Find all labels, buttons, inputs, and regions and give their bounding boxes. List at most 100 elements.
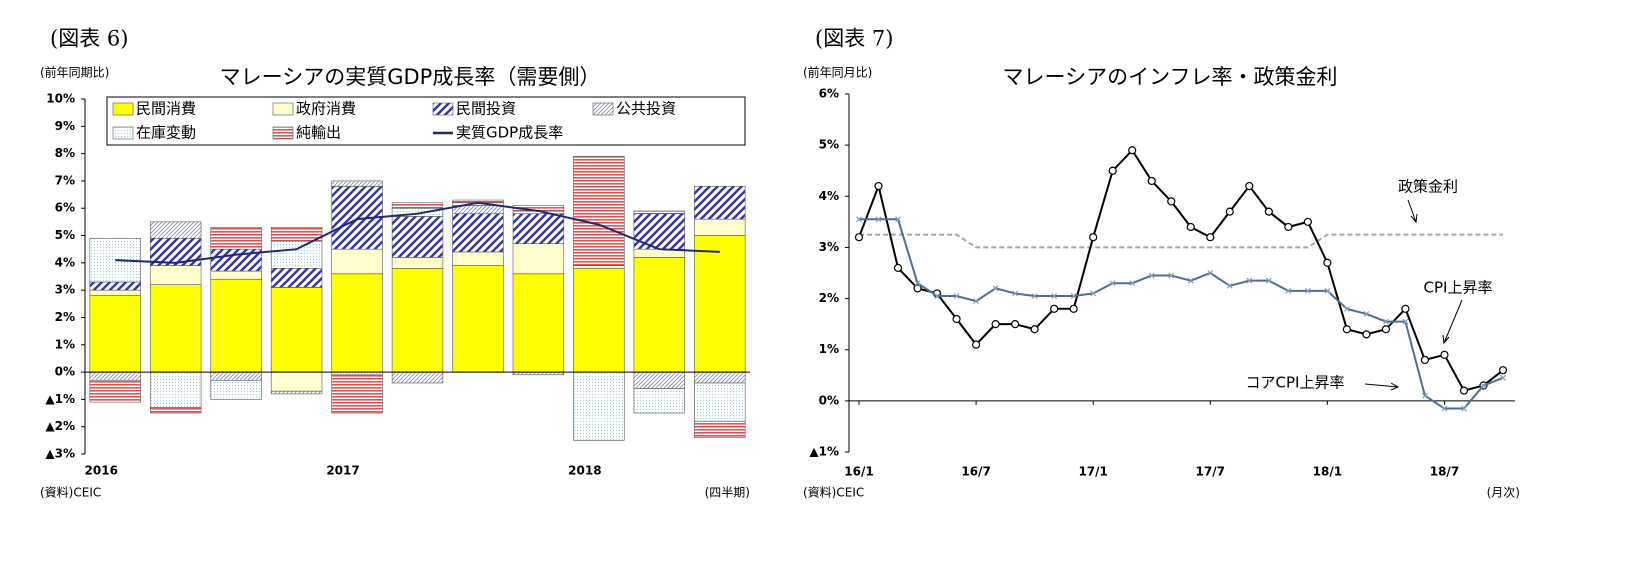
marker <box>1343 305 1350 312</box>
bar-segment <box>270 390 323 395</box>
y-tick-label: 10% <box>46 92 75 106</box>
bar-segment <box>633 213 686 250</box>
legend-label: 民間消費 <box>136 100 196 118</box>
annotation-arrows <box>1364 199 1463 391</box>
bar-segment <box>694 420 746 438</box>
marker <box>953 293 960 299</box>
y-tick-label: 4% <box>55 255 75 269</box>
chart-title: マレーシアのインフレ率・政策金利 <box>1003 65 1338 89</box>
marker <box>1264 207 1273 216</box>
bar-segment <box>149 284 202 373</box>
legend-swatch <box>112 126 134 140</box>
legend-swatch <box>432 102 454 116</box>
x-label: (月次) <box>1487 486 1520 500</box>
bar-segment <box>694 382 746 422</box>
y-tick-label: 1% <box>55 337 75 351</box>
bar-segment <box>270 371 323 392</box>
legend-label: 純輸出 <box>296 124 341 142</box>
marker <box>1304 287 1311 294</box>
legend-label: 実質GDP成長率 <box>456 124 563 142</box>
marker <box>1265 277 1272 284</box>
y-tick-label: ▲3% <box>45 447 75 461</box>
bar-segment <box>391 268 444 373</box>
y-tick-label: 6% <box>55 201 75 215</box>
marker <box>1382 318 1389 325</box>
y-tick-label: ▲1% <box>45 392 75 406</box>
marker <box>1089 233 1098 242</box>
bar-segment <box>512 213 565 245</box>
y-label: (前年同月比) <box>803 65 872 80</box>
x-tick-label: 17/1 <box>1078 465 1107 479</box>
bar-segment <box>210 278 262 373</box>
y-tick-label: 9% <box>55 119 75 133</box>
marker <box>1480 382 1487 389</box>
marker <box>1363 310 1370 317</box>
series-label: CPI上昇率 <box>1424 279 1493 297</box>
line <box>115 201 720 264</box>
bar-segment <box>452 213 504 253</box>
line <box>859 233 1503 249</box>
bar-segment <box>633 371 686 389</box>
marker <box>1342 325 1351 334</box>
marker <box>1187 277 1194 284</box>
marker <box>1070 293 1077 299</box>
bar-segment <box>89 371 141 381</box>
marker <box>1422 392 1428 399</box>
marker <box>1186 222 1195 232</box>
bar-segment <box>210 379 262 400</box>
bar-segment <box>331 180 383 187</box>
bar-segment <box>573 156 625 266</box>
marker <box>1303 217 1312 226</box>
marker <box>1148 272 1155 279</box>
bar-segment <box>694 371 746 384</box>
legend-label: 公共投資 <box>616 100 676 118</box>
marker <box>1402 318 1409 325</box>
bar-segment <box>331 248 383 275</box>
bar-segment <box>210 371 262 381</box>
bar-segment <box>633 210 686 214</box>
marker <box>1500 374 1506 381</box>
marker <box>914 280 921 287</box>
x-tick-label: 16/7 <box>961 465 990 479</box>
marker <box>1109 280 1116 287</box>
line <box>858 148 1504 392</box>
bar-segment <box>89 289 141 296</box>
legend-swatch <box>592 102 614 116</box>
y-tick-label: 7% <box>55 173 75 187</box>
marker <box>1129 280 1136 287</box>
bar-segment <box>331 273 383 373</box>
marker <box>973 298 980 305</box>
bar-segment <box>270 268 323 288</box>
marker <box>1226 282 1233 289</box>
bar-segment <box>89 281 141 291</box>
bar-segment <box>391 216 444 258</box>
y-tick-label: 4% <box>819 189 839 203</box>
marker <box>992 285 999 292</box>
x-tick-label: 17/7 <box>1196 465 1225 479</box>
bar-segment <box>391 257 444 269</box>
legend-swatch <box>272 126 294 140</box>
legend-label: 在庫変動 <box>136 124 196 142</box>
marker <box>952 314 961 324</box>
bar-segment <box>391 202 444 209</box>
bar-segment <box>270 287 323 373</box>
marker <box>1441 405 1448 412</box>
legend-label: 政府消費 <box>296 100 356 118</box>
bar-segment <box>573 268 625 373</box>
chart-title: マレーシアの実質GDP成長率（需要側） <box>220 65 601 89</box>
y-tick-label: 5% <box>819 138 839 152</box>
x-tick-label: 18/1 <box>1313 465 1342 479</box>
bar-segment <box>512 273 565 373</box>
marker <box>1285 287 1292 294</box>
y-tick-label: 2% <box>55 310 75 324</box>
marker <box>895 216 901 223</box>
marker <box>971 340 981 349</box>
bar-segment <box>694 218 746 236</box>
bar-segment <box>210 227 262 250</box>
marker <box>1459 386 1469 395</box>
x-tick-label: 18/7 <box>1430 465 1459 479</box>
bar-segment <box>633 257 686 373</box>
marker <box>1461 405 1467 412</box>
marker <box>1420 355 1430 365</box>
